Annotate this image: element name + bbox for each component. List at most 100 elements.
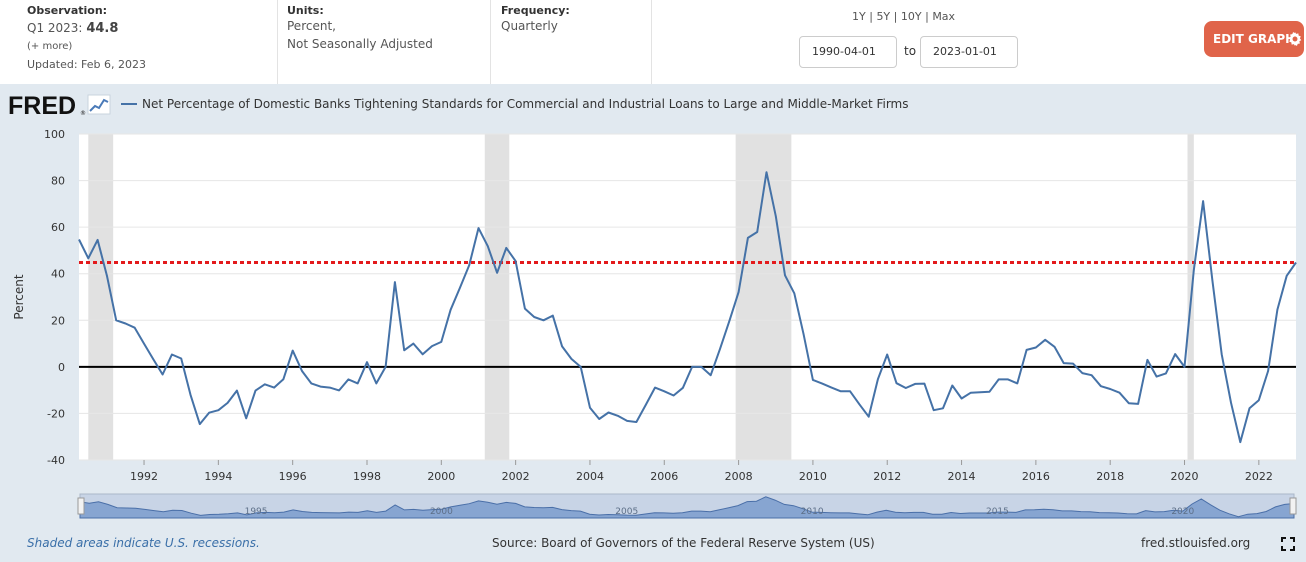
x-tick-label: 1998 (353, 470, 381, 483)
data-point (1258, 399, 1260, 401)
chart-svg: FRED ® Net Percentage of Domestic Banks … (8, 92, 1297, 519)
data-point (821, 382, 823, 384)
data-point (96, 239, 98, 241)
data-point (979, 391, 981, 393)
info-bar: Observation: Q1 2023: 44.8 (+ more) Upda… (0, 0, 1306, 84)
navigator-label: 2000 (430, 507, 453, 517)
observation-value: 44.8 (86, 21, 119, 36)
observation-period: Q1 2023: (27, 21, 83, 35)
observation-panel: Observation: Q1 2023: 44.8 (+ more) Upda… (0, 0, 278, 84)
data-point (199, 423, 201, 425)
fred-logo-registered: ® (80, 110, 86, 117)
recession-shading (484, 134, 510, 460)
x-tick-label: 2010 (799, 470, 827, 483)
x-tick-label: 1992 (130, 470, 158, 483)
observation-label: Observation: (27, 4, 108, 17)
navigator-label: 1995 (245, 507, 268, 517)
range-5y[interactable]: 5Y (876, 10, 891, 23)
units-label: Units: (287, 4, 324, 17)
range-separator: | (925, 10, 929, 23)
data-point (663, 390, 665, 392)
end-date-input[interactable]: 2023-01-01 (920, 36, 1018, 68)
x-tick-label: 2022 (1245, 470, 1273, 483)
data-point (143, 342, 145, 344)
data-point (654, 386, 656, 388)
data-point (765, 171, 767, 173)
start-date-input[interactable]: 1990-04-01 (799, 36, 897, 68)
data-point (505, 247, 507, 249)
data-point (719, 348, 721, 350)
frequency-value: Quarterly (501, 19, 558, 33)
data-point (960, 397, 962, 399)
data-point (886, 353, 888, 355)
chart-area: FRED ® Net Percentage of Domestic Banks … (0, 84, 1306, 562)
data-point (468, 264, 470, 266)
navigator-handle[interactable] (77, 497, 85, 515)
data-point (422, 353, 424, 355)
recession-shading (88, 134, 114, 460)
data-point (1007, 378, 1009, 380)
data-point (644, 404, 646, 406)
x-tick-label: 2018 (1096, 470, 1124, 483)
fred-logo-chart-icon (87, 94, 111, 115)
data-point (329, 386, 331, 388)
data-point (672, 394, 674, 396)
source-text: Source: Board of Governors of the Federa… (492, 536, 875, 550)
data-point (691, 366, 693, 368)
range-10y[interactable]: 10Y (900, 10, 922, 23)
fred-logo-text: FRED (8, 92, 76, 120)
plot-background (79, 134, 1296, 460)
data-point (598, 418, 600, 420)
data-point (338, 389, 340, 391)
data-point (310, 382, 312, 384)
x-tick-label: 2012 (873, 470, 901, 483)
data-point (106, 274, 108, 276)
units-line2: Not Seasonally Adjusted (287, 37, 433, 51)
fullscreen-icon[interactable] (1281, 537, 1295, 551)
data-point (115, 319, 117, 321)
data-point (254, 389, 256, 391)
data-point (1295, 261, 1297, 263)
data-point (784, 274, 786, 276)
range-separator: | (869, 10, 873, 23)
data-point (589, 407, 591, 409)
data-point (1090, 374, 1092, 376)
y-tick-label: 40 (51, 268, 65, 281)
observation-value-line: Q1 2023: 44.8 (27, 20, 118, 37)
edit-graph-button[interactable]: EDIT GRAPH (1204, 21, 1304, 57)
navigator-label: 2020 (1171, 507, 1194, 517)
site-link[interactable]: fred.stlouisfed.org (1141, 536, 1251, 550)
more-link[interactable]: (+ more) (27, 41, 73, 52)
recession-shading (735, 134, 792, 460)
range-1y[interactable]: 1Y (852, 10, 866, 23)
data-point (180, 357, 182, 359)
data-point (319, 385, 321, 387)
data-point (1100, 385, 1102, 387)
range-separator: | (893, 10, 898, 23)
x-tick-label: 2004 (576, 470, 604, 483)
data-point (1128, 402, 1130, 404)
data-point (1072, 362, 1074, 364)
data-point (635, 421, 637, 423)
data-point (812, 379, 814, 381)
y-tick-label: -40 (47, 454, 65, 467)
data-point (542, 319, 544, 321)
y-axis-label: Percent (12, 274, 26, 319)
data-point (1220, 353, 1222, 355)
data-point (877, 378, 879, 380)
data-point (87, 257, 89, 259)
data-point (189, 394, 191, 396)
data-point (301, 370, 303, 372)
range-navigator[interactable]: 1995 2000 2005 2010 2015 2020 (77, 493, 1297, 519)
x-tick-label: 2008 (725, 470, 753, 483)
data-point (1063, 362, 1065, 364)
data-point (1165, 372, 1167, 374)
data-point (226, 402, 228, 404)
navigator-handle[interactable] (1289, 497, 1297, 515)
range-max[interactable]: Max (932, 10, 956, 23)
data-point (1193, 269, 1195, 271)
data-point (607, 411, 609, 413)
data-point (775, 215, 777, 217)
data-point (793, 292, 795, 294)
data-point (347, 378, 349, 380)
